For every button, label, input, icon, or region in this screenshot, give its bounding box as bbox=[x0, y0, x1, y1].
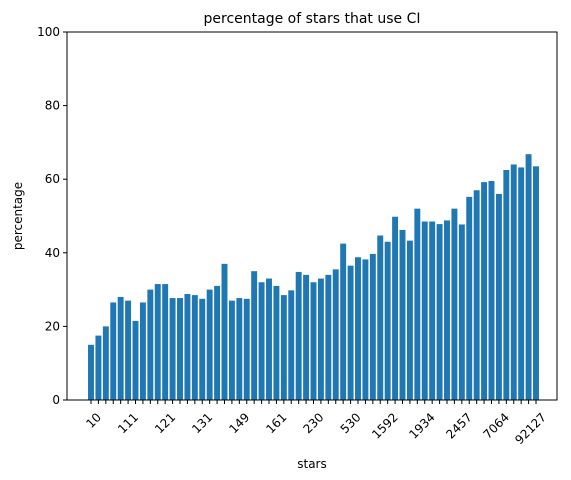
x-tick-label: 1934 bbox=[406, 410, 437, 441]
bar bbox=[332, 269, 339, 400]
x-tick-label: 131 bbox=[189, 410, 215, 436]
bar bbox=[228, 300, 235, 400]
bar bbox=[199, 298, 206, 400]
bar bbox=[466, 196, 473, 400]
x-tick-label: 10 bbox=[83, 410, 104, 431]
bar bbox=[206, 289, 213, 400]
bar bbox=[132, 320, 139, 400]
bar bbox=[347, 265, 354, 400]
y-tick-label: 60 bbox=[45, 172, 60, 186]
bar bbox=[414, 208, 421, 400]
bar bbox=[458, 224, 465, 400]
bar bbox=[266, 278, 272, 400]
bar bbox=[444, 220, 450, 400]
x-tick-label: 111 bbox=[115, 410, 141, 436]
bar bbox=[421, 221, 428, 400]
bar bbox=[355, 257, 361, 400]
x-tick-label: 530 bbox=[338, 410, 364, 436]
bar bbox=[88, 344, 94, 400]
bar bbox=[162, 284, 169, 400]
bar bbox=[139, 302, 146, 400]
y-tick-label: 80 bbox=[45, 99, 60, 113]
bar bbox=[488, 181, 495, 400]
bar bbox=[258, 282, 265, 400]
y-tick-label: 40 bbox=[45, 246, 60, 260]
bar bbox=[147, 289, 154, 400]
x-tick-label: 161 bbox=[263, 410, 289, 436]
y-axis: 0 20 40 60 80 100 bbox=[37, 25, 67, 407]
bar bbox=[510, 164, 517, 400]
bar bbox=[325, 274, 332, 400]
bar bbox=[406, 240, 413, 400]
bar bbox=[177, 298, 183, 400]
bar bbox=[117, 296, 124, 400]
bar bbox=[191, 295, 198, 400]
x-tick-label: 7064 bbox=[480, 410, 511, 441]
bar bbox=[495, 193, 502, 400]
x-tick-label: 1592 bbox=[369, 410, 400, 441]
bar bbox=[369, 253, 376, 400]
y-axis-label: percentage bbox=[11, 182, 25, 250]
bar bbox=[362, 259, 369, 400]
bar bbox=[221, 263, 228, 400]
bar bbox=[429, 221, 436, 400]
bar bbox=[110, 302, 117, 400]
bar bbox=[473, 190, 480, 400]
x-tick-label: 149 bbox=[226, 410, 252, 436]
bar bbox=[518, 167, 525, 400]
bar bbox=[236, 298, 243, 400]
y-tick-label: 0 bbox=[52, 393, 60, 407]
bar bbox=[451, 208, 458, 400]
bar bbox=[392, 216, 399, 400]
bar bbox=[384, 241, 391, 400]
x-tick-label: 92127 bbox=[512, 410, 549, 447]
bar bbox=[295, 271, 302, 400]
bar bbox=[310, 282, 317, 400]
bar bbox=[303, 274, 310, 400]
bar bbox=[214, 285, 221, 400]
bars-group bbox=[88, 154, 539, 400]
plot-frame bbox=[66, 31, 558, 401]
bar bbox=[273, 285, 280, 400]
bar bbox=[288, 290, 295, 400]
bar bbox=[102, 326, 109, 400]
bar bbox=[280, 295, 287, 400]
bar bbox=[154, 284, 161, 400]
x-tick-label: 121 bbox=[152, 410, 178, 436]
bar bbox=[525, 154, 532, 400]
bar bbox=[340, 243, 347, 400]
bar bbox=[533, 166, 539, 400]
y-tick-label: 20 bbox=[45, 319, 60, 333]
bar bbox=[184, 294, 191, 400]
x-axis-label: stars bbox=[297, 457, 327, 471]
bar bbox=[95, 335, 102, 400]
y-tick-label: 100 bbox=[37, 25, 60, 39]
bar bbox=[317, 278, 324, 400]
bar bbox=[243, 298, 250, 400]
bar bbox=[436, 224, 443, 400]
bar bbox=[377, 235, 384, 400]
chart-title: percentage of stars that use CI bbox=[204, 11, 421, 27]
bar bbox=[125, 300, 132, 400]
bar bbox=[169, 298, 176, 400]
bar bbox=[399, 229, 406, 400]
bar bbox=[251, 271, 258, 400]
x-tick-label: 230 bbox=[300, 410, 326, 436]
x-tick-label: 2457 bbox=[443, 410, 474, 441]
bar bbox=[481, 182, 488, 400]
bar bbox=[503, 170, 510, 400]
x-axis: 10 111 121 131 149 161 230 530 1592 1934 2457 7064 9… bbox=[83, 400, 549, 447]
